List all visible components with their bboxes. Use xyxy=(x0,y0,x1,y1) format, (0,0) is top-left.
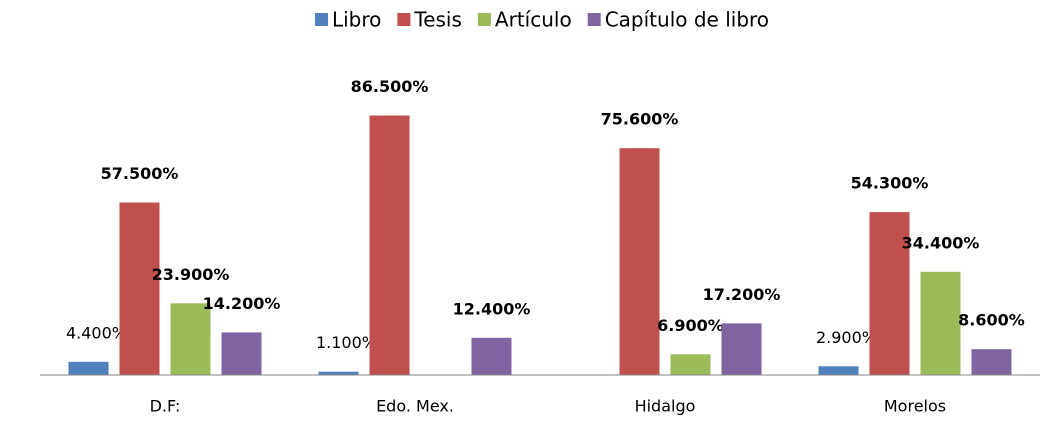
legend-swatch xyxy=(397,13,411,26)
legend-label: Libro xyxy=(332,8,381,32)
legend-label: Tesis xyxy=(413,8,462,32)
legend-label: Capítulo de libro xyxy=(605,8,769,32)
bar xyxy=(920,271,961,375)
bar xyxy=(170,303,211,375)
x-tick-label: Edo. Mex. xyxy=(376,397,454,416)
data-label: 6.900% xyxy=(657,316,724,335)
bar xyxy=(318,371,359,375)
bar xyxy=(619,148,660,375)
data-label: 23.900% xyxy=(152,265,230,284)
data-label: 1.100% xyxy=(316,333,377,352)
data-label: 17.200% xyxy=(703,285,781,304)
data-label: 14.200% xyxy=(203,294,281,313)
data-label: 34.400% xyxy=(902,233,980,252)
bar xyxy=(369,115,410,375)
legend-label: Artículo xyxy=(495,8,572,32)
x-tick-label: Morelos xyxy=(884,397,946,416)
data-label: 12.400% xyxy=(453,299,531,318)
data-label: 75.600% xyxy=(601,110,679,129)
x-tick-label: D.F: xyxy=(150,397,181,416)
bar xyxy=(818,366,859,375)
bar xyxy=(119,202,160,375)
bar xyxy=(670,354,711,375)
legend-swatch xyxy=(587,13,601,26)
bar xyxy=(721,323,762,375)
data-label: 54.300% xyxy=(851,174,929,193)
data-label: 8.600% xyxy=(958,311,1025,330)
x-tick-label: Hidalgo xyxy=(635,397,696,416)
legend-swatch xyxy=(314,13,328,26)
bar xyxy=(221,332,262,375)
bar xyxy=(869,212,910,375)
data-label: 4.400% xyxy=(66,323,127,342)
bar xyxy=(471,337,512,375)
legend-swatch xyxy=(477,13,491,26)
data-label: 57.500% xyxy=(101,164,179,183)
bar xyxy=(68,361,109,375)
data-label: 86.500% xyxy=(351,77,429,96)
data-label: 2.900% xyxy=(816,328,877,347)
bar xyxy=(971,349,1012,375)
